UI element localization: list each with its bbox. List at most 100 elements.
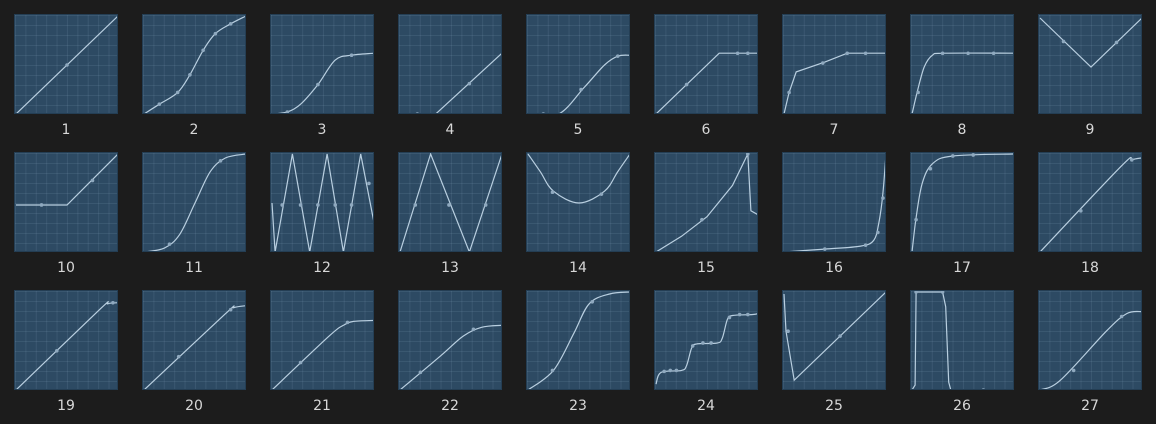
keyframe-point	[684, 82, 689, 87]
curve-line	[435, 53, 501, 113]
curve-preset-14[interactable]: 14	[526, 152, 630, 286]
curve-graph	[399, 153, 501, 251]
curve-preset-19[interactable]: 19	[14, 290, 118, 424]
curve-preset-17[interactable]: 17	[910, 152, 1014, 286]
keyframe-point	[940, 51, 945, 56]
curve-thumbnail[interactable]	[782, 290, 886, 390]
curve-thumbnail[interactable]	[910, 14, 1014, 114]
curve-graph	[911, 291, 985, 389]
curve-line	[399, 153, 501, 251]
curve-line	[911, 291, 952, 389]
keyframe-point	[188, 73, 192, 77]
keyframe-point	[881, 196, 885, 200]
preset-number-label: 24	[697, 398, 715, 414]
keyframe-point	[916, 90, 920, 95]
preset-number-label: 18	[1081, 260, 1099, 276]
curve-preset-2[interactable]: 2	[142, 14, 246, 148]
curve-graph	[656, 153, 757, 251]
curve-thumbnail[interactable]	[654, 290, 758, 390]
curve-preset-7[interactable]: 7	[782, 14, 886, 148]
curve-preset-10[interactable]: 10	[14, 152, 118, 286]
curve-preset-9[interactable]: 9	[1038, 14, 1142, 148]
curve-line	[272, 319, 373, 389]
keyframe-point	[746, 153, 750, 156]
curve-preset-24[interactable]: 24	[654, 290, 758, 424]
curve-line	[655, 313, 757, 385]
keyframe-point	[157, 102, 162, 106]
curve-thumbnail[interactable]	[1038, 152, 1142, 252]
curve-thumbnail[interactable]	[1038, 290, 1142, 390]
curve-thumbnail[interactable]	[910, 290, 1014, 390]
curve-thumbnail[interactable]	[398, 14, 502, 114]
curve-graph	[911, 51, 1013, 113]
curve-preset-3[interactable]: 3	[270, 14, 374, 148]
keyframe-point	[662, 369, 666, 374]
keyframe-point	[367, 181, 371, 186]
keyframe-point	[176, 354, 181, 359]
curve-thumbnail[interactable]	[14, 152, 118, 252]
keyframe-point	[845, 51, 850, 56]
curve-preset-1[interactable]: 1	[14, 14, 118, 148]
curve-thumbnail[interactable]	[526, 290, 630, 390]
curve-thumbnail[interactable]	[526, 14, 630, 114]
curve-line	[16, 301, 117, 389]
curve-graph	[655, 312, 757, 385]
curve-preset-11[interactable]: 11	[142, 152, 246, 286]
curve-preset-20[interactable]: 20	[142, 290, 246, 424]
curve-preset-18[interactable]: 18	[1038, 152, 1142, 286]
keyframe-point	[298, 203, 303, 207]
keyframe-point	[541, 112, 545, 113]
keyframe-point	[838, 334, 842, 338]
curve-thumbnail[interactable]	[142, 290, 246, 390]
curve-thumbnail[interactable]	[142, 152, 246, 252]
keyframe-point	[413, 203, 418, 207]
curve-preset-6[interactable]: 6	[654, 14, 758, 148]
keyframe-point	[701, 341, 705, 345]
keyframe-point	[471, 327, 476, 332]
curve-thumbnail[interactable]	[142, 14, 246, 114]
curve-preset-21[interactable]: 21	[270, 290, 374, 424]
curve-thumbnail[interactable]	[910, 152, 1014, 252]
keyframe-point	[746, 51, 750, 56]
preset-number-label: 1	[61, 122, 71, 138]
curve-thumbnail[interactable]	[654, 14, 758, 114]
curve-preset-16[interactable]: 16	[782, 152, 886, 286]
preset-number-label: 13	[441, 260, 459, 276]
curve-thumbnail[interactable]	[270, 152, 374, 252]
curve-thumbnail[interactable]	[526, 152, 630, 252]
curve-thumbnail[interactable]	[270, 290, 374, 390]
curve-preset-13[interactable]: 13	[398, 152, 502, 286]
preset-number-label: 5	[573, 122, 583, 138]
curve-preset-23[interactable]: 23	[526, 290, 630, 424]
curve-preset-22[interactable]: 22	[398, 290, 502, 424]
curve-preset-8[interactable]: 8	[910, 14, 1014, 148]
curve-thumbnail[interactable]	[270, 14, 374, 114]
curve-thumbnail[interactable]	[14, 14, 118, 114]
keyframe-point	[175, 90, 180, 95]
curve-thumbnail[interactable]	[398, 290, 502, 390]
keyframe-point	[1119, 314, 1124, 319]
keyframe-point	[218, 159, 223, 163]
keyframe-point	[971, 153, 975, 157]
curve-thumbnail[interactable]	[1038, 14, 1142, 114]
preset-number-label: 19	[57, 398, 75, 414]
curve-line	[144, 15, 245, 113]
keyframe-point	[550, 368, 555, 373]
curve-preset-4[interactable]: 4	[398, 14, 502, 148]
curve-preset-5[interactable]: 5	[526, 14, 630, 148]
keyframe-point	[863, 243, 868, 247]
curve-preset-27[interactable]: 27	[1038, 290, 1142, 424]
curve-thumbnail[interactable]	[654, 152, 758, 252]
curve-line	[271, 153, 373, 251]
curve-thumbnail[interactable]	[782, 14, 886, 114]
curve-preset-25[interactable]: 25	[782, 290, 886, 424]
curve-preset-26[interactable]: 26	[910, 290, 1014, 424]
curve-thumbnail[interactable]	[398, 152, 502, 252]
curve-preset-12[interactable]: 12	[270, 152, 374, 286]
curve-preset-15[interactable]: 15	[654, 152, 758, 286]
keyframe-point	[1061, 39, 1066, 44]
curve-graph	[144, 305, 245, 389]
curve-thumbnail[interactable]	[782, 152, 886, 252]
curve-graph	[144, 15, 245, 113]
curve-thumbnail[interactable]	[14, 290, 118, 390]
